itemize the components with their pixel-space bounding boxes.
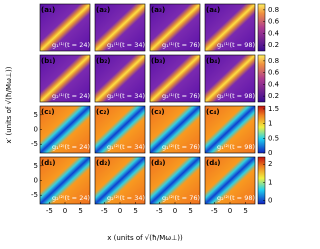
annotation: g₂⁽¹⁾(t = 76) [162, 92, 200, 100]
x-tick-label: 0 [228, 207, 232, 215]
heatmap [39, 105, 91, 154]
colorbar-tick-label: 0 [268, 149, 272, 157]
heatmap [149, 3, 201, 52]
y-axis-label: x′ (units of √(ħ/Mω⊥)) [5, 66, 13, 143]
panel-label: (c₂) [96, 108, 110, 116]
x-tick-label: 5 [188, 207, 192, 215]
heatmap [94, 3, 146, 52]
colorbar-tick-label: 0.2 [268, 41, 279, 49]
heatmap [94, 156, 146, 205]
colorbar-tick-label: 0 [268, 196, 272, 204]
panel-label: (c₁) [41, 108, 55, 116]
y-tick-label: 0 [34, 126, 38, 134]
annotation: g₂⁽²⁾(t = 24) [52, 194, 90, 202]
y-tick-label: 5 [34, 162, 38, 170]
x-axis-label: x (units of √(ħ/Mω⊥)) [107, 234, 183, 242]
x-tick-label: -5 [211, 207, 218, 215]
x-tick-label: -5 [46, 207, 53, 215]
y-tick-label: 0 [34, 177, 38, 185]
x-tick-label: 5 [243, 207, 247, 215]
colorbar-tick-label: 0.8 [268, 57, 279, 65]
panel-label: (a₁) [41, 6, 55, 14]
panel-label: (b₃) [151, 57, 165, 65]
colorbar [257, 105, 266, 154]
heatmap [204, 105, 256, 154]
x-tick-label: 5 [78, 207, 82, 215]
panel-label: (a₃) [151, 6, 165, 14]
heatmap [94, 105, 146, 154]
colorbar-tick-label: 0.6 [268, 69, 280, 77]
annotation: g₁⁽¹⁾(t = 98) [217, 41, 255, 49]
panel-label: (b₂) [96, 57, 110, 65]
figure: x′ (units of √(ħ/Mω⊥)) x (units of √(ħ/M… [5, 3, 280, 242]
annotation: g₂⁽²⁾(t = 76) [162, 194, 200, 202]
colorbar [257, 156, 266, 205]
heatmap [39, 54, 91, 103]
x-tick-label: 0 [118, 207, 122, 215]
x-tick-label: 5 [133, 207, 137, 215]
panel-label: (d₄) [206, 159, 220, 167]
colorbar-tick-label: 0.8 [268, 6, 279, 14]
y-tick-label: -5 [31, 191, 38, 199]
heatmap [149, 105, 201, 154]
colorbar-tick-label: 0.6 [268, 18, 280, 26]
heatmap [204, 156, 256, 205]
colorbar-tick-label: 0.5 [268, 134, 279, 142]
annotation: g₁⁽¹⁾(t = 24) [52, 41, 90, 49]
y-tick-label: -5 [31, 140, 38, 148]
colorbar-tick-label: 1 [268, 120, 272, 128]
panel-label: (d₁) [41, 159, 55, 167]
panel-label: (d₂) [96, 159, 110, 167]
x-tick-label: -5 [156, 207, 163, 215]
panel-label: (c₄) [206, 108, 220, 116]
heatmap [204, 3, 256, 52]
annotation: g₁⁽²⁾(t = 76) [162, 143, 200, 151]
x-tick-label: 0 [63, 207, 67, 215]
annotation: g₁⁽²⁾(t = 34) [107, 143, 145, 151]
annotation: g₁⁽¹⁾(t = 76) [162, 41, 200, 49]
panel-label: (c₃) [151, 108, 165, 116]
x-tick-label: 0 [173, 207, 177, 215]
panel-label: (a₂) [96, 6, 110, 14]
annotation: g₂⁽¹⁾(t = 24) [52, 92, 90, 100]
heatmap [149, 156, 201, 205]
colorbar-tick-label: 0.4 [268, 29, 280, 37]
colorbar [257, 54, 266, 103]
panel-label: (a₄) [206, 6, 220, 14]
colorbar-tick-label: 1 [268, 178, 272, 186]
annotation: g₂⁽¹⁾(t = 98) [217, 92, 255, 100]
heatmap [149, 54, 201, 103]
annotation: g₂⁽²⁾(t = 98) [217, 194, 255, 202]
panel-label: (d₃) [151, 159, 165, 167]
annotation: g₁⁽²⁾(t = 24) [52, 143, 90, 151]
annotation: g₁⁽¹⁾(t = 34) [107, 41, 145, 49]
heatmap [204, 54, 256, 103]
colorbar [257, 3, 266, 52]
panel-label: (b₁) [41, 57, 55, 65]
heatmap [94, 54, 146, 103]
annotation: g₂⁽²⁾(t = 34) [107, 194, 145, 202]
y-tick-label: 5 [34, 111, 38, 119]
colorbar-tick-label: 0.4 [268, 80, 280, 88]
annotation: g₁⁽²⁾(t = 98) [217, 143, 255, 151]
colorbar-tick-label: 1.5 [268, 105, 279, 113]
heatmap [39, 3, 91, 52]
annotation: g₂⁽¹⁾(t = 34) [107, 92, 145, 100]
colorbar-tick-label: 0.2 [268, 92, 279, 100]
colorbar-tick-label: 2 [268, 160, 272, 168]
panel-label: (b₄) [206, 57, 220, 65]
x-tick-label: -5 [101, 207, 108, 215]
